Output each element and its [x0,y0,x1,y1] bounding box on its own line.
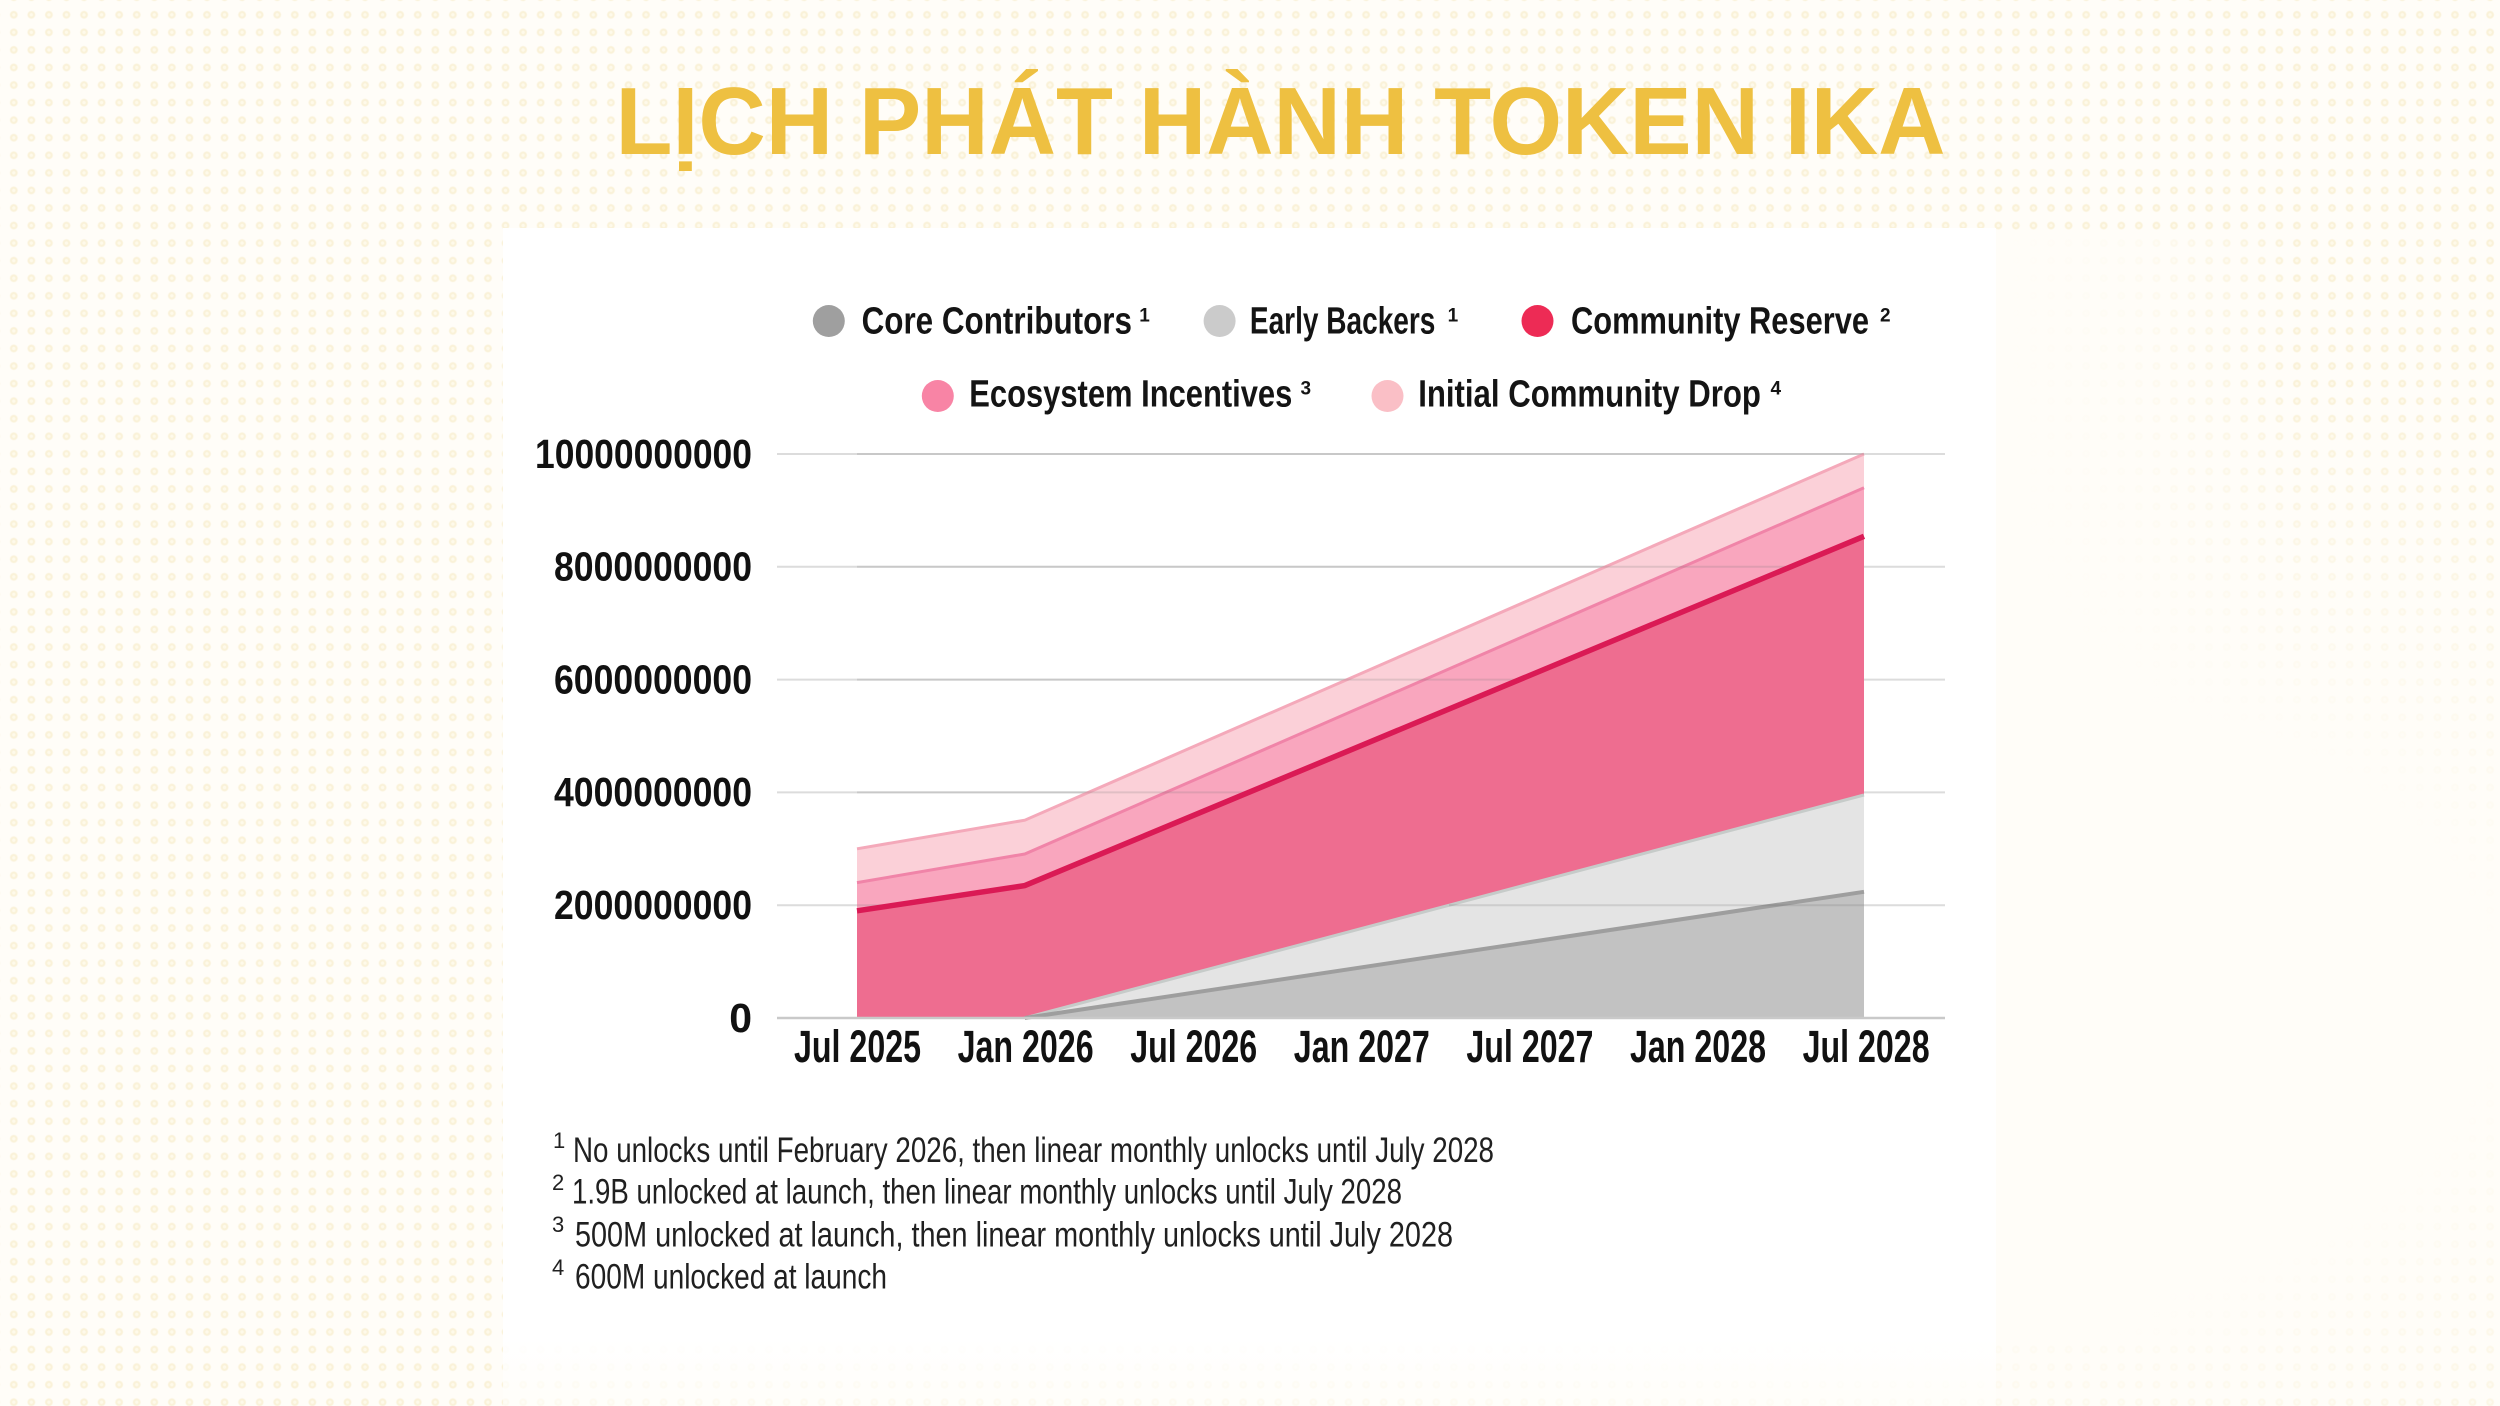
svg-text:1.9B unlocked at launch, then: 1.9B unlocked at launch, then linear mon… [572,1173,1402,1212]
svg-text:8000000000: 8000000000 [554,544,752,590]
svg-text:4000000000: 4000000000 [554,769,752,815]
svg-text:Jan 2027: Jan 2027 [1294,1021,1430,1072]
svg-text:3: 3 [1301,379,1312,400]
svg-text:500M unlocked at launch, then: 500M unlocked at launch, then linear mon… [575,1215,1453,1254]
svg-text:1: 1 [553,1128,565,1153]
svg-text:6000000000: 6000000000 [554,656,752,702]
svg-text:Jul 2025: Jul 2025 [794,1021,921,1072]
svg-text:600M unlocked at launch: 600M unlocked at launch [575,1258,887,1297]
svg-text:Early Backers: Early Backers [1250,301,1436,343]
svg-text:2: 2 [1880,306,1891,327]
svg-text:Community Reserve: Community Reserve [1571,301,1869,343]
svg-text:2000000000: 2000000000 [554,882,752,928]
svg-text:4: 4 [1771,379,1782,400]
svg-text:1: 1 [1139,306,1150,327]
svg-text:Jul 2027: Jul 2027 [1466,1021,1593,1072]
svg-text:Jul 2028: Jul 2028 [1803,1021,1930,1072]
svg-text:Initial Community Drop: Initial Community Drop [1418,374,1761,416]
svg-text:No unlocks until February 2026: No unlocks until February 2026, then lin… [573,1131,1494,1170]
svg-text:LỊCH PHÁT HÀNH TOKEN IKA: LỊCH PHÁT HÀNH TOKEN IKA [616,68,1946,175]
svg-text:Jan 2026: Jan 2026 [958,1021,1094,1072]
svg-text:1: 1 [1448,306,1459,327]
svg-text:Ecosystem Incentives: Ecosystem Incentives [969,374,1292,416]
svg-text:Jan 2028: Jan 2028 [1630,1021,1766,1072]
svg-text:Core Contributors: Core Contributors [862,301,1132,343]
svg-text:4: 4 [552,1255,564,1280]
svg-text:Jul 2026: Jul 2026 [1130,1021,1257,1072]
svg-text:2: 2 [552,1170,564,1195]
svg-text:3: 3 [552,1212,564,1237]
svg-text:10000000000: 10000000000 [535,431,752,477]
svg-text:0: 0 [729,995,752,1041]
